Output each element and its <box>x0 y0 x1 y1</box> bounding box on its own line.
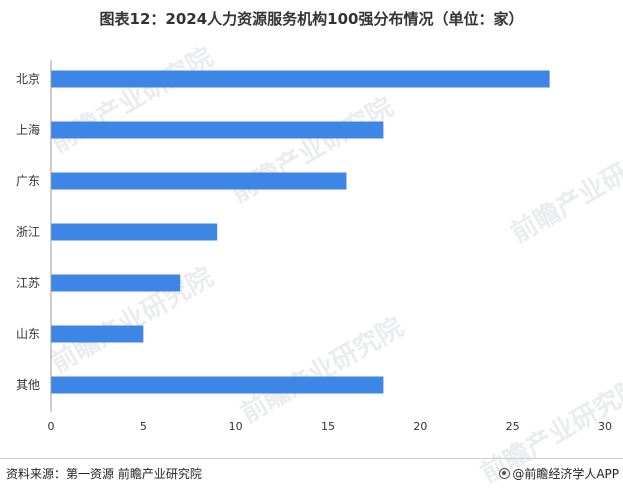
x-tick-label: 0 <box>48 420 55 433</box>
category-label: 其他 <box>16 378 40 392</box>
brand-text: @前瞻经济学人APP <box>512 467 619 481</box>
x-tick-label: 20 <box>413 420 427 433</box>
category-label: 广东 <box>16 174 40 188</box>
footer: 资料来源：第一资源 前瞻产业研究院 @前瞻经济学人APP <box>0 458 623 489</box>
x-tick-label: 15 <box>321 420 335 433</box>
category-label: 浙江 <box>16 225 40 239</box>
x-tick-label: 30 <box>598 420 612 433</box>
bar-5 <box>51 274 181 292</box>
x-tick-label: 5 <box>140 420 147 433</box>
bars-layer <box>51 70 550 394</box>
x-tick-labels: 0 5 10 15 20 25 30 <box>48 420 613 433</box>
category-label: 江苏 <box>16 276 40 290</box>
brand-credit: @前瞻经济学人APP <box>499 465 619 482</box>
x-tick-label: 10 <box>229 420 243 433</box>
category-label: 北京 <box>16 72 40 86</box>
bar-4 <box>51 223 218 241</box>
chart-title: 图表12：2024人力资源服务机构100强分布情况（单位：家） <box>99 10 524 28</box>
bar-7 <box>51 376 384 394</box>
category-label: 山东 <box>16 327 40 341</box>
bar-2 <box>51 121 384 139</box>
x-tick-label: 25 <box>506 420 520 433</box>
source-text: 资料来源：第一资源 前瞻产业研究院 <box>6 467 202 481</box>
qianzhan-logo-icon <box>499 468 511 479</box>
bar-3 <box>51 172 347 190</box>
category-label: 上海 <box>16 122 40 137</box>
bar-1 <box>51 70 550 88</box>
bar-6 <box>51 325 144 343</box>
